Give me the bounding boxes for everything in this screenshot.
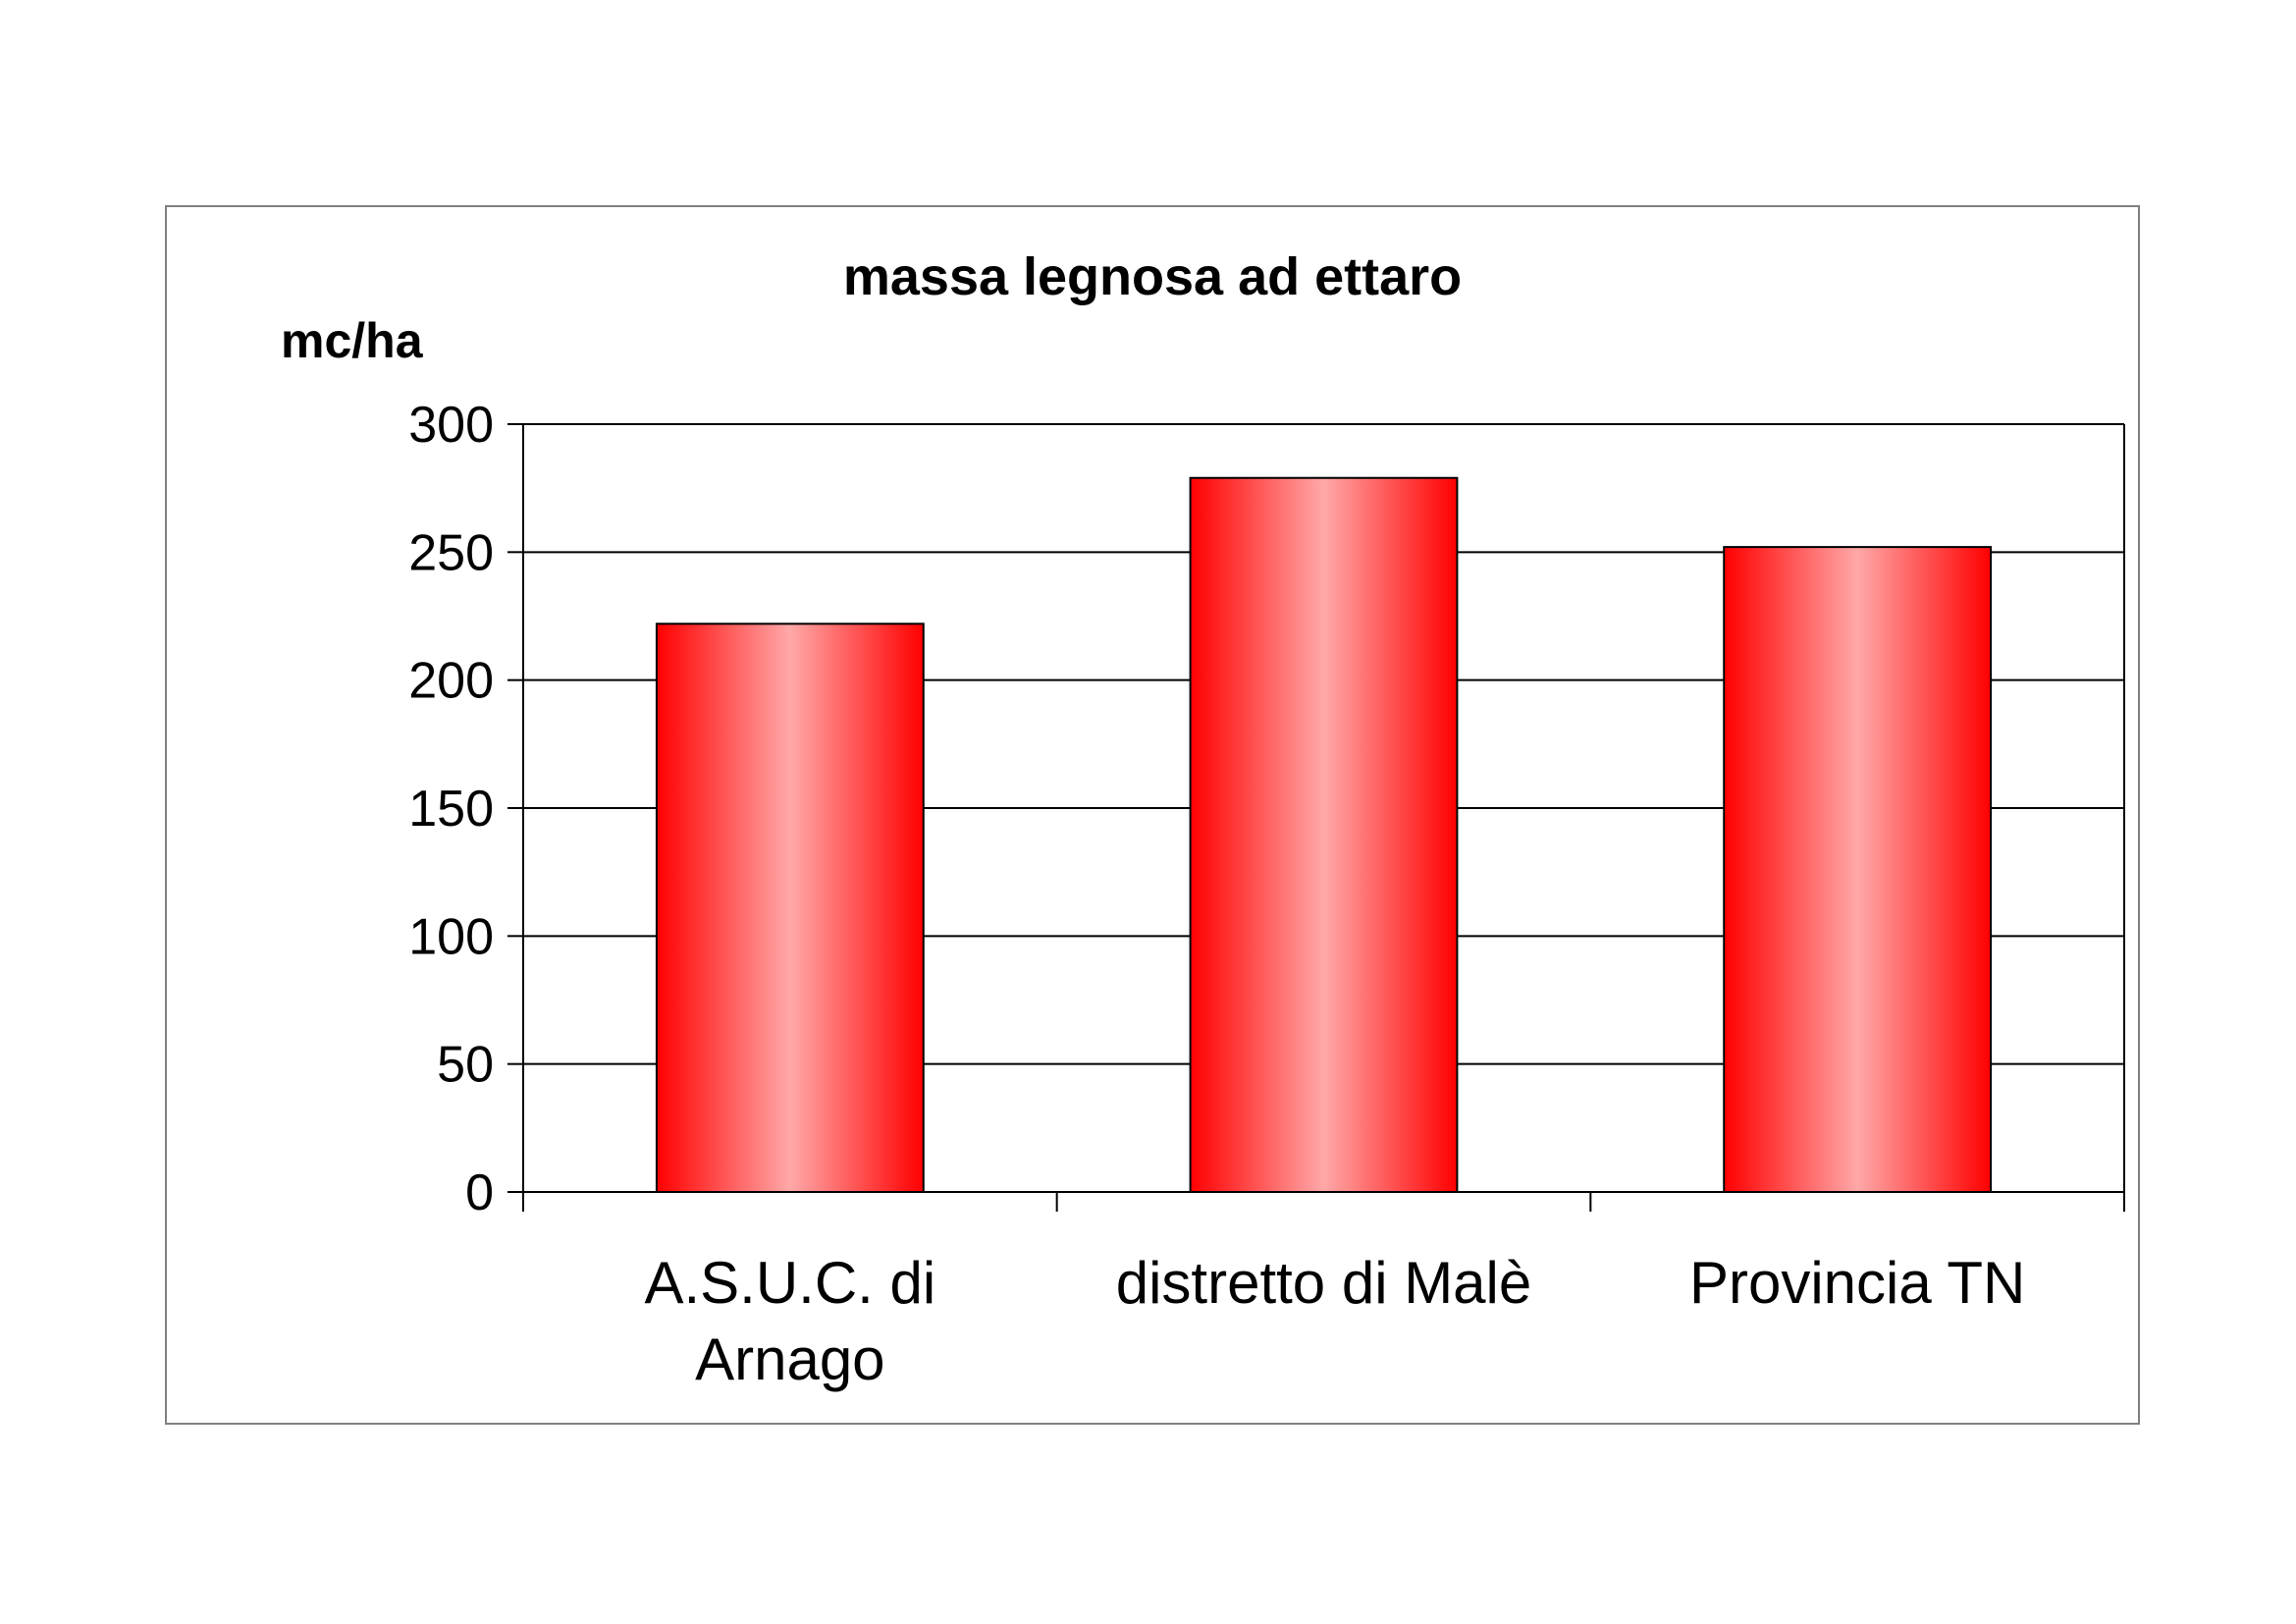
x-category-label: A.S.U.C. di Arnago bbox=[644, 1250, 935, 1392]
x-category-label-line: A.S.U.C. di bbox=[644, 1250, 935, 1316]
y-tick-labels: 0 50 100 150 200 250 300 bbox=[408, 397, 494, 1221]
bar bbox=[1723, 546, 1993, 1193]
y-tick-label: 300 bbox=[408, 397, 494, 454]
x-category-label-line: distretto di Malè bbox=[1116, 1250, 1532, 1316]
y-tick-label: 100 bbox=[408, 908, 494, 965]
y-tick-label: 250 bbox=[408, 524, 494, 581]
y-axis-unit-label: mc/ha bbox=[281, 313, 424, 368]
x-category-label: distretto di Malè bbox=[1116, 1250, 1532, 1316]
x-category-labels: A.S.U.C. di Arnago distretto di Malè Provin… bbox=[644, 1250, 2025, 1392]
bars bbox=[655, 476, 1993, 1193]
y-tick-label: 150 bbox=[408, 781, 494, 838]
bar bbox=[1189, 476, 1459, 1193]
x-category-label-line: Provincia TN bbox=[1689, 1250, 2025, 1316]
y-tick-label: 200 bbox=[408, 653, 494, 710]
bar bbox=[655, 623, 925, 1193]
chart-title: massa legnosa ad ettaro bbox=[843, 247, 1462, 306]
y-tick-label: 0 bbox=[465, 1164, 494, 1221]
y-tick-label: 50 bbox=[437, 1037, 494, 1094]
x-category-label-line: Arnago bbox=[695, 1326, 884, 1392]
x-category-label: Provincia TN bbox=[1689, 1250, 2025, 1316]
axes bbox=[507, 423, 2125, 1212]
